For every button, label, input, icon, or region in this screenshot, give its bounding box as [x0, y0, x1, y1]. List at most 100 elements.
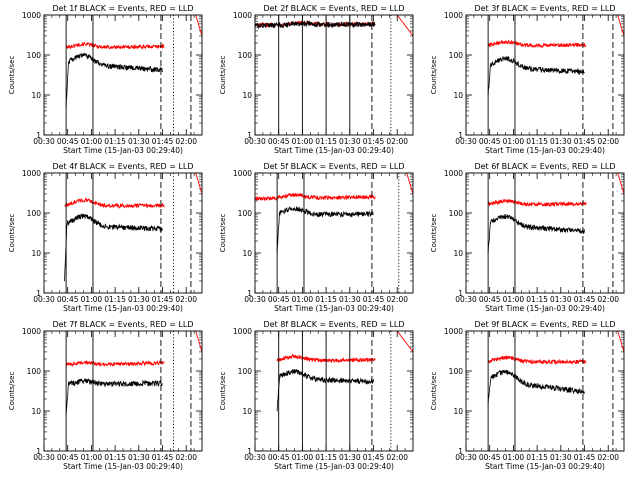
- y-tick-label: 100: [238, 209, 253, 218]
- lld-tail-line: [195, 331, 202, 353]
- events-series-line: [487, 369, 585, 405]
- x-tick-label: 01:45: [363, 453, 385, 462]
- y-axis-label: Counts/sec: [430, 214, 438, 253]
- plot-area: [276, 331, 413, 451]
- x-tick-label: 00:45: [57, 137, 79, 146]
- lld-tail-line: [396, 331, 413, 353]
- y-tick-label: 1: [458, 447, 463, 456]
- x-axis-label: Start Time (15-Jan-03 00:29:40): [485, 146, 605, 155]
- panel-title: Det 7f BLACK = Events, RED = LLD: [52, 320, 193, 329]
- panel-det-9: Det 9f BLACK = Events, RED = LLD Counts/s…: [430, 320, 625, 471]
- x-tick-label: 01:15: [315, 137, 337, 146]
- plot-frame: [43, 172, 203, 294]
- plot-frame: [465, 14, 625, 136]
- events-series-line: [487, 213, 585, 254]
- x-tick-label: 02:00: [175, 295, 197, 304]
- x-tick-label: 01:30: [339, 295, 361, 304]
- events-series-line: [65, 377, 163, 416]
- lld-tail-line: [195, 173, 202, 195]
- plot-frame: [43, 330, 203, 452]
- lld-tail-line: [396, 15, 413, 37]
- plot-frame: [254, 330, 414, 452]
- x-axis-label: Start Time (15-Jan-03 00:29:40): [274, 304, 394, 313]
- x-tick-label: 01:45: [574, 453, 596, 462]
- events-series-line: [276, 369, 374, 412]
- x-tick-label: 00:30: [33, 137, 55, 146]
- events-series-line: [487, 56, 585, 96]
- panel-det-2: Det 2f BLACK = Events, RED = LLD Counts/s…: [219, 4, 414, 155]
- y-axis-label: Counts/sec: [219, 214, 227, 253]
- panel-det-1: Det 1f BLACK = Events, RED = LLD Counts/s…: [8, 4, 203, 155]
- y-tick-label: 10: [31, 249, 41, 258]
- events-series-line: [255, 19, 376, 30]
- y-tick-label: 1: [458, 131, 463, 140]
- y-tick-label: 100: [449, 209, 464, 218]
- y-tick-label: 100: [449, 51, 464, 60]
- x-tick-label: 02:00: [386, 453, 408, 462]
- plot-area: [255, 173, 413, 293]
- y-tick-label: 10: [242, 407, 252, 416]
- x-tick-label: 00:30: [455, 453, 477, 462]
- y-tick-label: 100: [238, 367, 253, 376]
- panel-title: Det 2f BLACK = Events, RED = LLD: [263, 4, 404, 13]
- plot-frame: [465, 330, 625, 452]
- x-tick-label: 01:30: [339, 453, 361, 462]
- panel-title: Det 3f BLACK = Events, RED = LLD: [474, 4, 615, 13]
- plot-area: [487, 173, 624, 293]
- y-axis-label: Counts/sec: [430, 372, 438, 411]
- plot-area: [64, 173, 202, 293]
- x-tick-label: 01:15: [526, 295, 548, 304]
- y-tick-label: 1000: [233, 169, 252, 178]
- x-tick-label: 01:00: [503, 295, 525, 304]
- events-series-line: [276, 205, 374, 254]
- x-tick-label: 00:30: [244, 453, 266, 462]
- lld-series-line: [487, 198, 587, 208]
- panel-title: Det 9f BLACK = Events, RED = LLD: [474, 320, 615, 329]
- lld-series-line: [487, 355, 587, 366]
- panel-det-4: Det 4f BLACK = Events, RED = LLD Counts/s…: [8, 162, 203, 313]
- y-tick-label: 100: [27, 209, 42, 218]
- x-tick-label: 01:45: [152, 453, 174, 462]
- x-tick-label: 01:00: [503, 137, 525, 146]
- x-tick-label: 02:00: [597, 295, 619, 304]
- x-tick-label: 01:30: [128, 295, 150, 304]
- x-tick-label: 00:45: [57, 295, 79, 304]
- y-tick-label: 1000: [444, 11, 463, 20]
- x-tick-label: 01:45: [152, 137, 174, 146]
- plot-area: [487, 15, 624, 135]
- panel-title: Det 6f BLACK = Events, RED = LLD: [474, 162, 615, 171]
- x-axis-label: Start Time (15-Jan-03 00:29:40): [63, 304, 183, 313]
- y-tick-label: 1: [36, 131, 41, 140]
- lld-tail-line: [406, 173, 413, 195]
- x-tick-label: 01:15: [315, 295, 337, 304]
- y-tick-label: 10: [31, 407, 41, 416]
- lld-series-line: [487, 39, 587, 49]
- y-axis-label: Counts/sec: [8, 372, 16, 411]
- plot-area: [65, 331, 202, 451]
- x-tick-label: 01:30: [128, 137, 150, 146]
- plot-area: [65, 15, 202, 135]
- plot-frame: [465, 172, 625, 294]
- x-tick-label: 01:15: [104, 453, 126, 462]
- events-series-line: [64, 213, 163, 282]
- x-tick-label: 00:30: [33, 295, 55, 304]
- x-axis-label: Start Time (15-Jan-03 00:29:40): [485, 304, 605, 313]
- y-tick-label: 1000: [444, 327, 463, 336]
- y-tick-label: 1000: [22, 169, 41, 178]
- panel-det-3: Det 3f BLACK = Events, RED = LLD Counts/s…: [430, 4, 625, 155]
- x-tick-label: 01:15: [315, 453, 337, 462]
- x-tick-label: 01:45: [363, 295, 385, 304]
- y-tick-label: 1: [247, 289, 252, 298]
- x-tick-label: 01:00: [292, 453, 314, 462]
- x-tick-label: 00:30: [33, 453, 55, 462]
- plot-frame: [254, 172, 414, 294]
- y-tick-label: 1000: [233, 11, 252, 20]
- y-axis-label: Counts/sec: [8, 56, 16, 95]
- x-tick-label: 01:45: [574, 137, 596, 146]
- x-tick-label: 00:45: [268, 453, 290, 462]
- x-tick-label: 01:15: [104, 137, 126, 146]
- plot-area: [255, 15, 413, 135]
- x-tick-label: 01:45: [152, 295, 174, 304]
